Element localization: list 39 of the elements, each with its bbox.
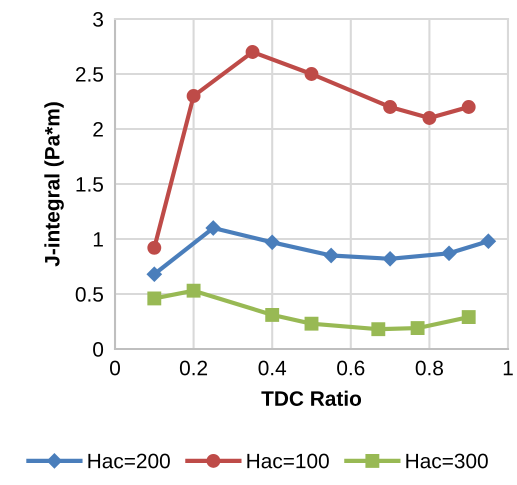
point <box>382 251 398 266</box>
x-tick-label: 0.8 <box>416 360 443 376</box>
point <box>462 310 476 324</box>
y-tick-label: 0 <box>93 342 104 357</box>
point <box>410 321 425 336</box>
y-axis-title: J-integral (Pa*m) <box>44 102 64 266</box>
point <box>147 291 162 306</box>
point <box>441 246 457 261</box>
x-tick-label: 0.6 <box>337 360 364 376</box>
y-tick-label: 1.5 <box>76 177 104 192</box>
x-axis-title: TDC Ratio <box>261 390 362 406</box>
legend-label: Hac=200 <box>88 454 170 468</box>
x-tick-label: 0.4 <box>258 360 286 376</box>
point <box>206 220 221 236</box>
point <box>304 316 318 331</box>
point <box>304 67 318 81</box>
point <box>246 45 260 59</box>
y-tick-label: 1 <box>94 232 103 247</box>
legend-label: Hac=100 <box>247 454 329 468</box>
legend-label: Hac=300 <box>406 454 488 468</box>
y-tick-label: 2 <box>93 122 103 137</box>
point <box>265 308 280 322</box>
y-tick-label: 0.5 <box>76 287 104 302</box>
y-tick-label: 3 <box>93 12 103 27</box>
point <box>147 240 162 255</box>
point <box>324 248 339 264</box>
point <box>146 266 162 282</box>
point <box>480 234 496 249</box>
point <box>186 89 201 103</box>
point <box>264 234 280 250</box>
point <box>186 284 201 298</box>
point <box>371 322 386 336</box>
point <box>383 100 398 114</box>
point <box>462 100 476 114</box>
y-tick-label: 2.5 <box>76 67 104 82</box>
x-tick-label: 0 <box>110 360 120 376</box>
point <box>422 111 436 125</box>
x-tick-label: 0.2 <box>180 360 208 376</box>
x-tick-label: 1 <box>504 360 513 376</box>
